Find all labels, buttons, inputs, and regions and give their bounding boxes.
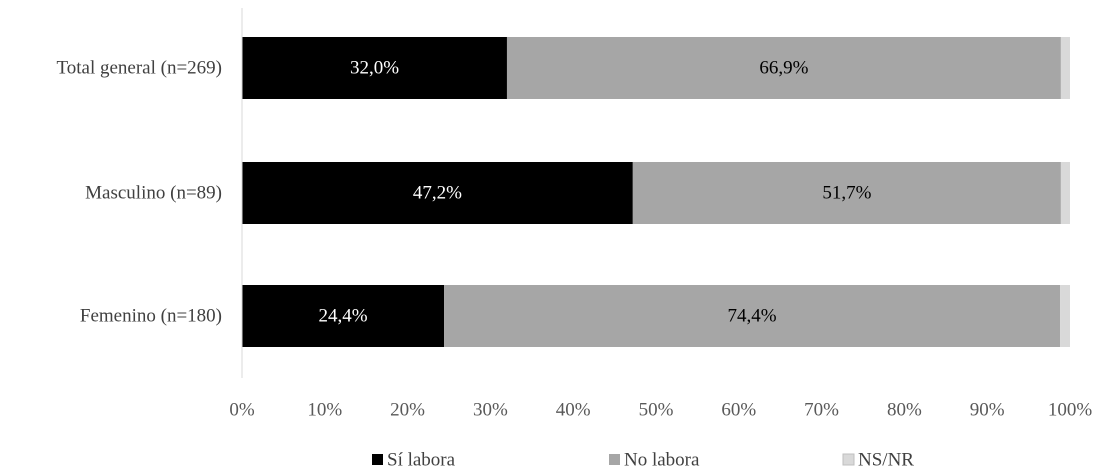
- legend-label: No labora: [624, 450, 700, 471]
- bar-segment-no-labora: [632, 162, 1061, 224]
- x-tick-label: 30%: [473, 400, 508, 421]
- bar-segment-nsnr: [1060, 285, 1070, 347]
- x-tick-label: 10%: [307, 400, 342, 421]
- bar-segment-no-labora: [444, 285, 1061, 347]
- legend-swatch: [842, 453, 855, 466]
- data-label: 51,7%: [822, 183, 871, 204]
- data-label: 32,0%: [350, 58, 399, 79]
- x-tick-label: 0%: [229, 400, 255, 421]
- category-labels: Total general (n=269) Masculino (n=89) Fem…: [56, 58, 222, 327]
- x-tick-label: 20%: [390, 400, 425, 421]
- bar-segment-si-labora: [242, 37, 507, 99]
- data-label: 24,4%: [318, 306, 367, 327]
- x-axis-ticks: 0% 10% 20% 30% 40% 50% 60% 70% 80% 90% 100%: [229, 400, 1092, 421]
- legend-label: Sí labora: [387, 450, 456, 471]
- bar-segment-nsnr: [1060, 37, 1070, 99]
- x-tick-label: 40%: [556, 400, 591, 421]
- legend-item: NS/NR: [842, 450, 914, 471]
- x-tick-label: 100%: [1048, 400, 1093, 421]
- bars-layer: [242, 37, 1070, 347]
- x-tick-label: 80%: [887, 400, 922, 421]
- bar-segment-si-labora: [242, 162, 633, 224]
- data-label: 47,2%: [413, 183, 462, 204]
- x-tick-label: 60%: [721, 400, 756, 421]
- legend: Sí labora No labora NS/NR: [372, 450, 914, 471]
- legend-label: NS/NR: [858, 450, 914, 471]
- x-tick-label: 70%: [804, 400, 839, 421]
- category-label: Femenino (n=180): [80, 306, 222, 327]
- x-tick-label: 50%: [639, 400, 674, 421]
- bar-segment-no-labora: [506, 37, 1061, 99]
- legend-swatch: [372, 454, 383, 465]
- data-label: 66,9%: [759, 58, 808, 79]
- legend-item: No labora: [609, 450, 700, 471]
- x-tick-label: 90%: [970, 400, 1005, 421]
- bar-segment-nsnr: [1060, 162, 1070, 224]
- category-label: Total general (n=269): [56, 58, 222, 79]
- data-labels-layer: 32,0% 66,9% 47,2% 51,7% 24,4% 74,4%: [318, 58, 871, 327]
- bar-segment-si-labora: [242, 285, 445, 347]
- data-label: 74,4%: [728, 306, 777, 327]
- legend-swatch: [609, 454, 620, 465]
- legend-item: Sí labora: [372, 450, 456, 471]
- category-label: Masculino (n=89): [85, 183, 222, 204]
